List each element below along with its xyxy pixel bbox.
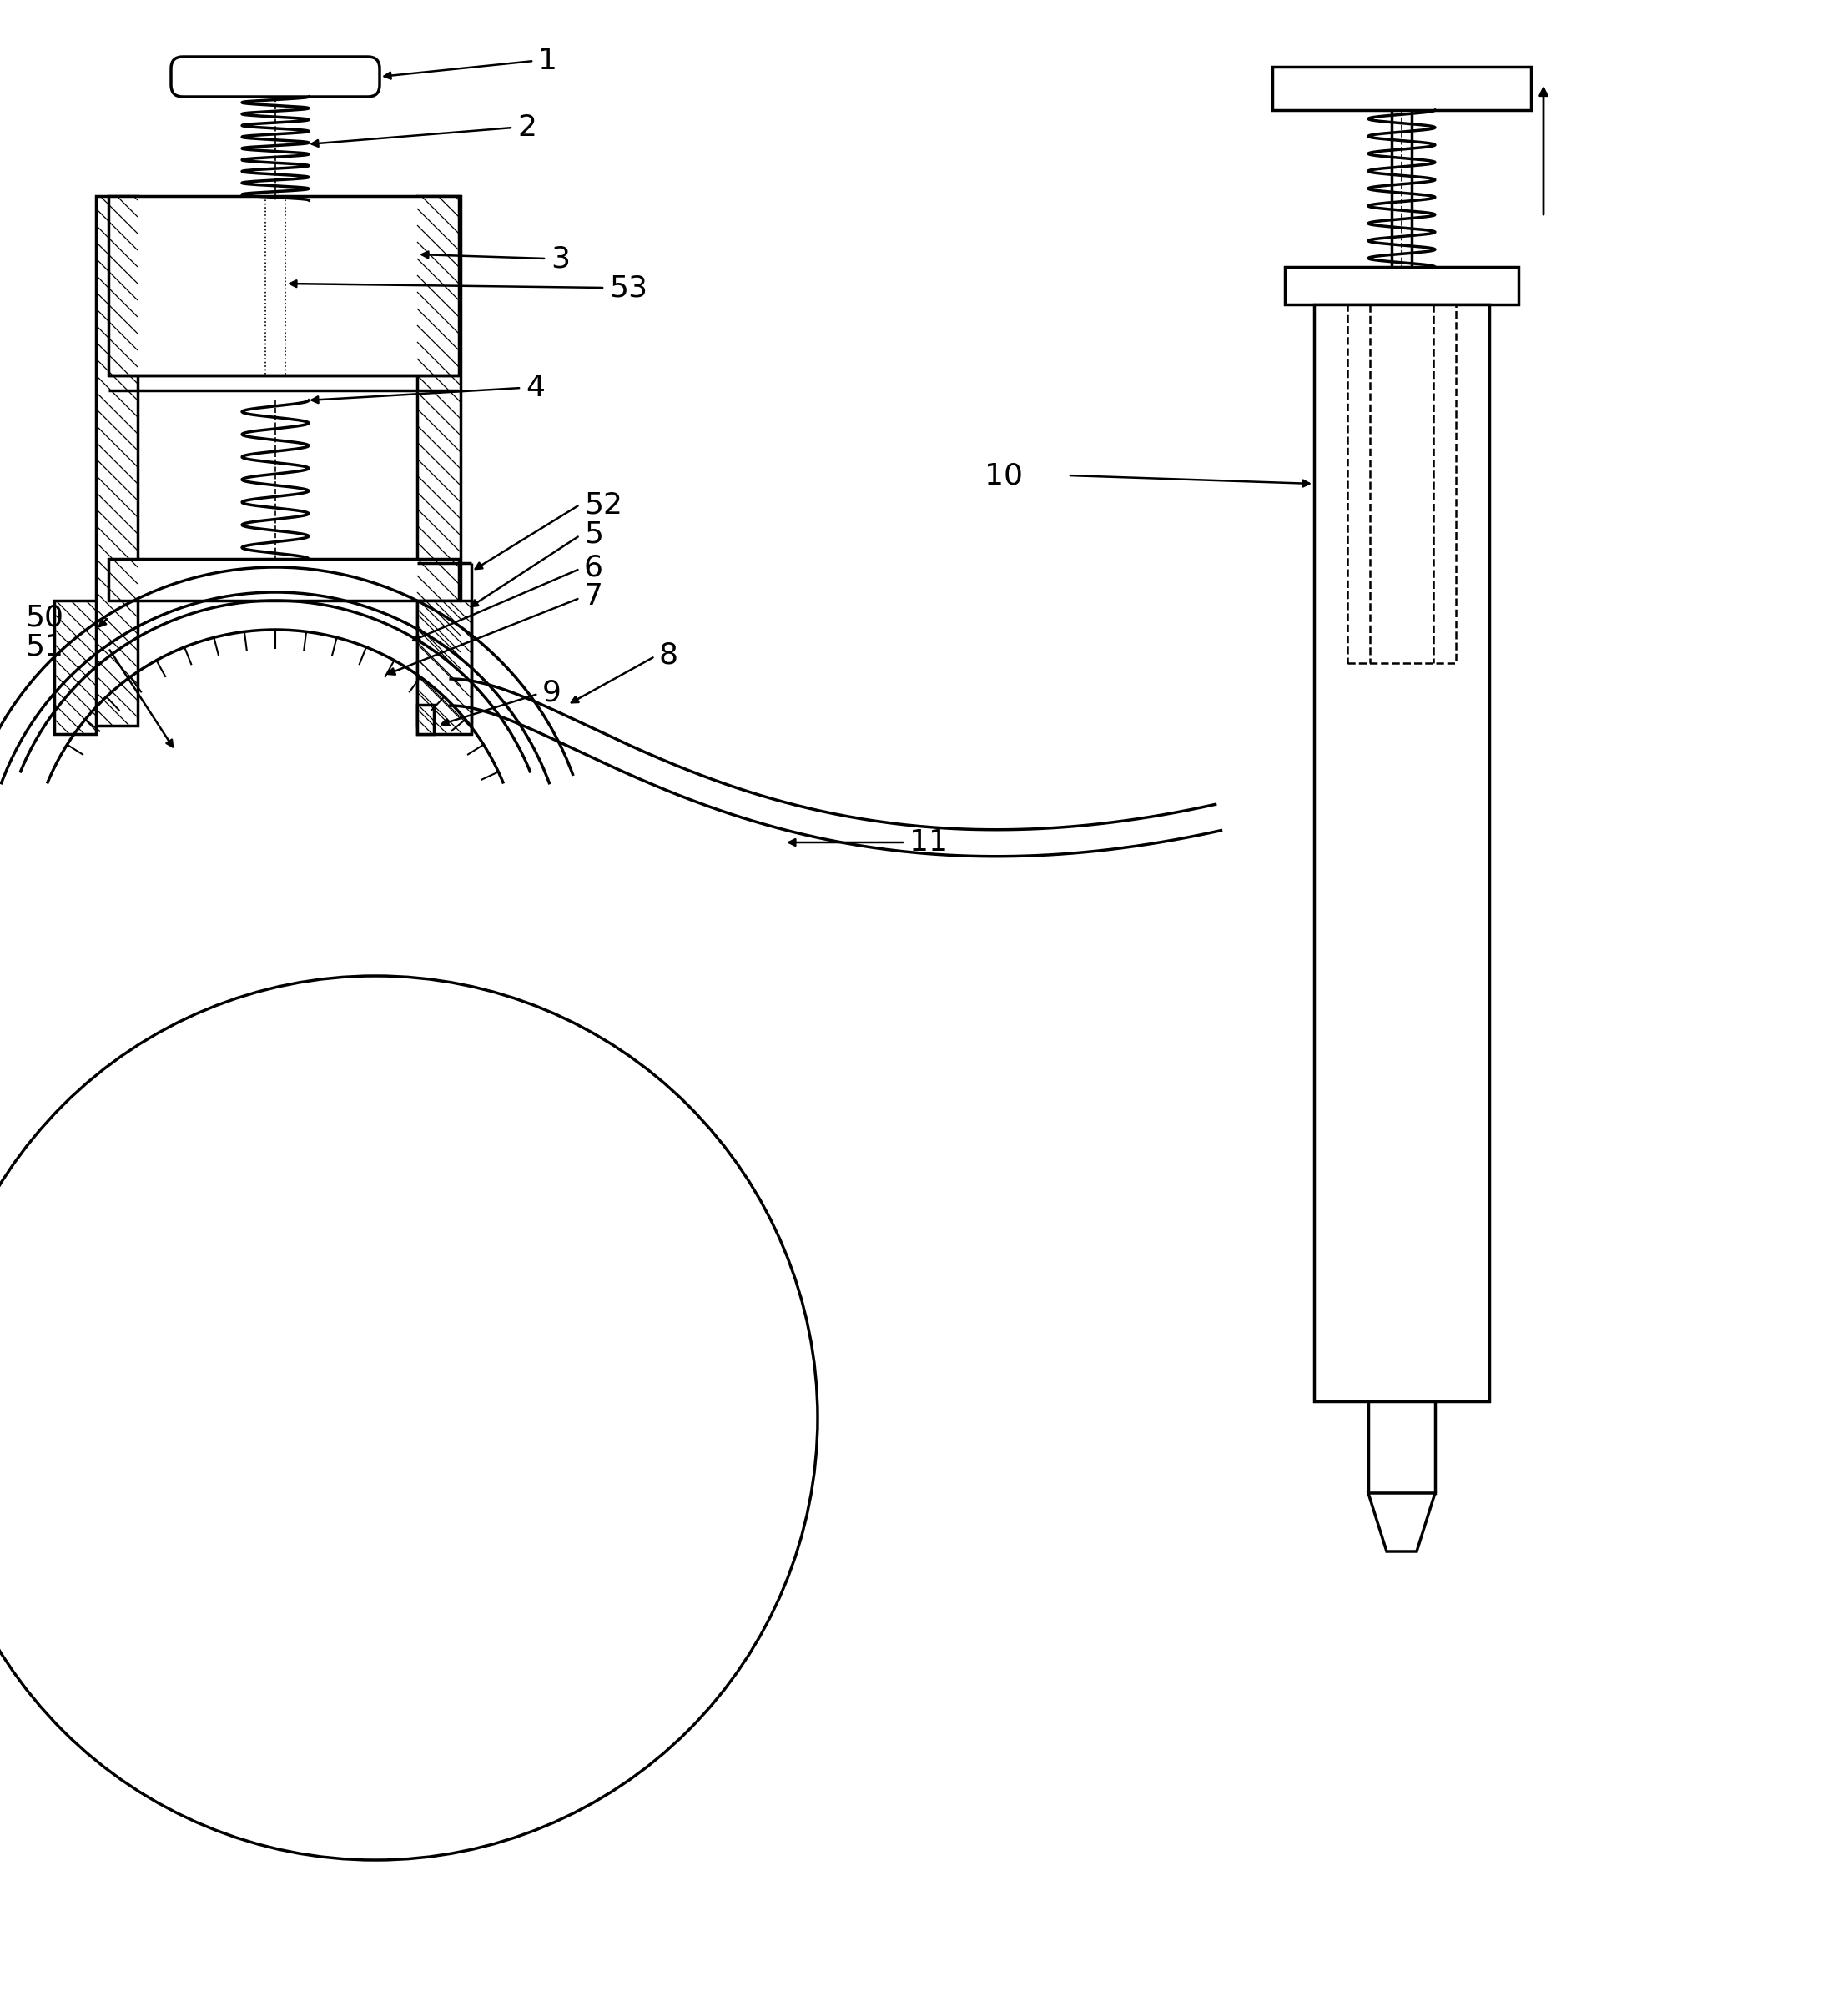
Bar xyxy=(1314,304,1489,1401)
Text: 4: 4 xyxy=(525,373,546,401)
Text: 10: 10 xyxy=(984,462,1023,490)
Bar xyxy=(1368,1401,1436,1494)
Text: 11: 11 xyxy=(909,829,947,857)
Text: 53: 53 xyxy=(608,274,647,302)
Bar xyxy=(109,196,459,375)
Bar xyxy=(53,601,96,734)
Text: 52: 52 xyxy=(584,490,623,518)
Text: 1: 1 xyxy=(538,46,557,75)
Text: 8: 8 xyxy=(660,641,678,669)
Text: 6: 6 xyxy=(584,552,603,581)
Bar xyxy=(1272,67,1532,111)
Bar xyxy=(1285,266,1519,304)
Text: 2: 2 xyxy=(518,113,536,141)
Text: 51: 51 xyxy=(26,633,63,661)
Bar xyxy=(417,601,472,734)
Bar xyxy=(109,558,459,601)
Text: 5: 5 xyxy=(584,520,603,548)
Bar xyxy=(417,706,433,734)
Text: 3: 3 xyxy=(551,244,569,272)
Bar xyxy=(96,196,138,726)
Text: 9: 9 xyxy=(542,677,562,706)
Text: 7: 7 xyxy=(584,583,603,611)
Polygon shape xyxy=(1368,1494,1436,1552)
FancyBboxPatch shape xyxy=(171,56,380,97)
Bar xyxy=(1347,304,1456,663)
Bar xyxy=(417,196,461,726)
Text: 50: 50 xyxy=(26,603,63,631)
